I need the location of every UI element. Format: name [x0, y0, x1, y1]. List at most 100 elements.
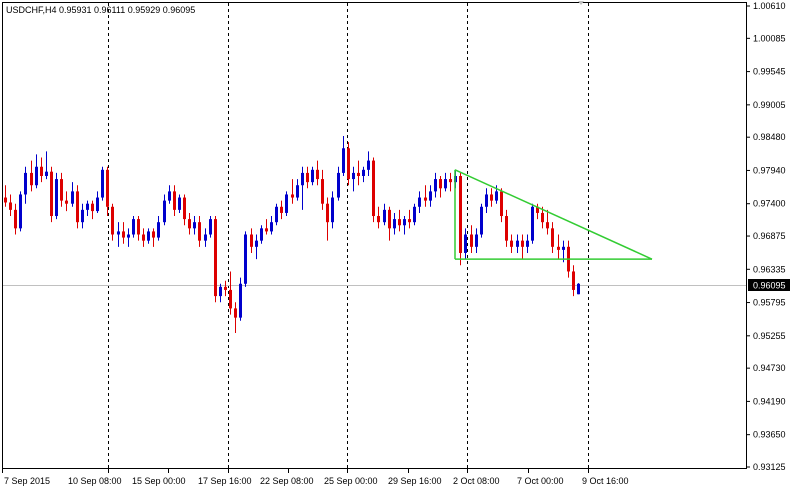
- candle: [434, 172, 437, 198]
- candle: [490, 188, 493, 207]
- candle: [81, 203, 84, 229]
- candle: [204, 228, 207, 247]
- time-tick-label: 15 Sep 00:00: [132, 476, 186, 486]
- candle: [9, 194, 12, 217]
- candle: [209, 216, 212, 238]
- candle: [45, 151, 48, 180]
- candle: [137, 216, 140, 241]
- candle: [76, 185, 79, 229]
- candle: [122, 222, 125, 244]
- time-tick-label: 7 Sep 2015: [4, 476, 50, 486]
- candle: [14, 203, 17, 235]
- candle: [464, 228, 467, 260]
- time-axis[interactable]: 7 Sep 2015 10 Sep 08:00 15 Sep 00:00 17 Sep…: [2, 468, 629, 486]
- candle: [439, 175, 442, 198]
- candle: [280, 200, 283, 220]
- candle: [444, 172, 447, 192]
- candle: [111, 203, 114, 241]
- candle: [270, 216, 273, 235]
- candle: [316, 160, 319, 186]
- candle: [331, 191, 334, 229]
- candle: [193, 216, 196, 235]
- price-tick-label: 1.00610: [753, 1, 786, 11]
- candle: [24, 166, 27, 204]
- candle: [352, 166, 355, 192]
- candle: [219, 283, 222, 303]
- candle: [96, 191, 99, 213]
- candle: [30, 160, 33, 192]
- candle: [239, 277, 242, 321]
- price-tick-label: 0.99545: [753, 67, 786, 77]
- price-tick-label: 0.94730: [753, 363, 786, 373]
- candle: [142, 228, 145, 247]
- candle: [408, 209, 411, 229]
- candle: [470, 225, 473, 253]
- current-price-label: 0.96095: [748, 279, 790, 291]
- candles: [4, 135, 580, 334]
- candle: [106, 166, 109, 217]
- candle: [526, 234, 529, 253]
- candle: [86, 200, 89, 217]
- candle: [413, 203, 416, 226]
- candle: [342, 135, 345, 176]
- time-tick-label: 29 Sep 16:00: [388, 476, 442, 486]
- candle: [475, 228, 478, 253]
- candle: [311, 166, 314, 186]
- candle: [168, 185, 171, 204]
- candle: [347, 142, 350, 186]
- candle: [551, 222, 554, 253]
- price-tick-label: 0.99005: [753, 100, 786, 110]
- candle: [362, 166, 365, 183]
- candle: [214, 216, 217, 303]
- candle: [157, 216, 160, 241]
- candle: [147, 228, 150, 244]
- time-tick-label: 2 Oct 08:00: [453, 476, 500, 486]
- price-tick-label: 0.93650: [753, 430, 786, 440]
- candle: [101, 166, 104, 201]
- price-tick-label: 0.97940: [753, 165, 786, 175]
- candle: [541, 206, 544, 229]
- price-tick-label: 0.96335: [753, 264, 786, 274]
- candle: [178, 194, 181, 213]
- candle: [485, 188, 488, 213]
- candle: [521, 234, 524, 260]
- time-tick-label: 9 Oct 16:00: [582, 476, 629, 486]
- time-tick-label: 10 Sep 08:00: [68, 476, 122, 486]
- candle: [306, 166, 309, 189]
- candle: [224, 280, 227, 297]
- candle: [505, 209, 508, 247]
- candle: [357, 160, 360, 186]
- candle: [480, 203, 483, 238]
- price-tick-label: 0.97400: [753, 199, 786, 209]
- candle: [50, 166, 53, 223]
- candle: [403, 216, 406, 235]
- scroll-marker-icon[interactable]: [578, 1, 584, 5]
- triangle-pattern[interactable]: [454, 169, 653, 260]
- candle: [296, 179, 299, 201]
- candle: [65, 191, 68, 212]
- price-axis[interactable]: 1.00610 1.00085 0.99545 0.99005 0.98480 0.979…: [746, 1, 786, 472]
- candle: [275, 203, 278, 226]
- candle: [244, 231, 247, 287]
- candle: [557, 234, 560, 260]
- upper-trendline[interactable]: [454, 169, 653, 260]
- candle: [429, 185, 432, 207]
- time-tick-label: 25 Sep 00:00: [324, 476, 378, 486]
- candle: [372, 157, 375, 223]
- candle: [500, 188, 503, 223]
- candle: [393, 212, 396, 235]
- candle: [367, 151, 370, 176]
- candle: [260, 225, 263, 244]
- candle: [127, 228, 130, 247]
- price-tick-label: 1.00085: [753, 33, 786, 43]
- candle: [4, 185, 7, 207]
- price-tick-label: 0.95255: [753, 331, 786, 341]
- candle: [291, 179, 294, 204]
- candle: [383, 203, 386, 226]
- price-tick-label: 0.94190: [753, 396, 786, 406]
- time-tick-label: 22 Sep 08:00: [260, 476, 314, 486]
- candle: [229, 271, 232, 315]
- current-price-value: 0.96095: [753, 281, 786, 291]
